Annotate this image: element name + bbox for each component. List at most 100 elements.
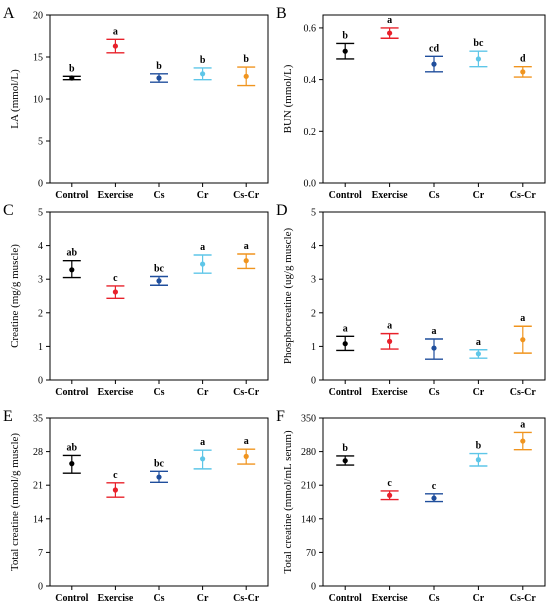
mean-point (200, 261, 206, 267)
x-tick-label: Cs (428, 190, 439, 201)
y-tick-label: 210 (301, 481, 316, 492)
significance-letter: b (200, 55, 206, 66)
mean-point (520, 69, 526, 75)
y-tick-label: 0.0 (304, 179, 317, 190)
x-tick-label: Control (329, 387, 362, 398)
y-tick-label: 1 (38, 342, 43, 353)
y-tick-label: 1 (311, 342, 316, 353)
y-tick-label: 10 (33, 95, 43, 106)
significance-letter: a (432, 326, 437, 337)
x-tick-label: Cr (197, 387, 209, 398)
y-tick-label: 21 (33, 481, 43, 492)
significance-letter: b (342, 30, 348, 41)
mean-point (243, 258, 249, 264)
panel-c: 0 1 2 3 4 5 Control Exercise Cs Cr Cs-Cr Creatine (… (3, 202, 269, 398)
significance-letter: c (387, 478, 392, 489)
panel-letter: E (3, 408, 13, 425)
y-tick-label: 140 (301, 514, 316, 525)
mean-point (475, 351, 481, 357)
significance-letter: b (243, 54, 249, 65)
x-tick-label: Cs (428, 387, 439, 398)
significance-letter: b (69, 63, 75, 74)
panel-letter: F (276, 408, 285, 425)
mean-point (475, 457, 481, 463)
significance-letter: a (520, 419, 525, 430)
x-tick-label: Cs (153, 593, 164, 604)
y-tick-label: 4 (311, 241, 316, 252)
x-tick-label: Cr (473, 387, 485, 398)
significance-letter: a (244, 241, 249, 252)
significance-letter: a (476, 337, 481, 348)
mean-point (156, 75, 162, 81)
mean-point (431, 61, 437, 67)
significance-letter: b (342, 443, 348, 454)
significance-letter: a (200, 242, 205, 253)
y-tick-label: 3 (311, 275, 316, 286)
significance-letter: b (476, 441, 482, 452)
mean-point (69, 461, 75, 467)
mean-point (243, 73, 249, 79)
significance-letter: a (113, 26, 118, 37)
x-tick-label: Exercise (97, 190, 133, 201)
significance-letter: c (113, 470, 118, 481)
y-tick-label: 0.6 (304, 23, 317, 34)
y-tick-label: 0 (311, 376, 316, 387)
y-tick-label: 4 (38, 241, 43, 252)
y-tick-label: 35 (33, 414, 43, 425)
mean-point (520, 438, 526, 444)
x-tick-label: Cs-Cr (510, 593, 537, 604)
x-tick-label: Cs (428, 593, 439, 604)
x-tick-label: Cs-Cr (233, 593, 260, 604)
mean-point (200, 71, 206, 77)
mean-point (431, 345, 437, 351)
panel-a: 0 5 10 15 20 Control Exercise Cs Cr Cs-Cr LA (mmol… (3, 5, 269, 201)
mean-point (520, 337, 526, 343)
x-tick-label: Cs-Cr (510, 190, 537, 201)
x-tick-label: Cs-Cr (510, 387, 537, 398)
mean-point (156, 474, 162, 480)
plot-frame (49, 14, 269, 184)
mean-point (342, 48, 348, 54)
y-tick-label: 2 (38, 308, 43, 319)
mean-point (387, 338, 393, 344)
significance-letter: a (244, 436, 249, 447)
y-tick-label: 0.2 (304, 127, 317, 138)
panel-letter: A (3, 5, 15, 22)
mean-point (387, 492, 393, 498)
x-tick-label: Cr (473, 593, 485, 604)
y-tick-label: 5 (311, 208, 316, 219)
panel-d: 0 1 2 3 4 5 Control Exercise Cs Cr Cs-Cr Phosphocre… (276, 202, 546, 398)
significance-letter: a (387, 321, 392, 332)
y-tick-label: 0 (311, 582, 316, 593)
y-tick-label: 0 (38, 376, 43, 387)
significance-letter: d (520, 54, 526, 65)
x-tick-label: Control (329, 190, 362, 201)
y-axis-label: BUN (mmol/L) (282, 64, 294, 133)
x-tick-label: Exercise (97, 593, 133, 604)
plot-frame (49, 211, 269, 381)
x-tick-label: Cr (197, 190, 209, 201)
y-axis-label: Creatine (mg/g muscle) (9, 244, 21, 348)
y-tick-label: 7 (38, 548, 43, 559)
mean-point (69, 75, 75, 81)
mean-point (112, 289, 118, 295)
panel-letter: D (276, 202, 288, 219)
x-tick-label: Cs-Cr (233, 190, 260, 201)
x-tick-label: Exercise (372, 387, 408, 398)
x-tick-label: Exercise (372, 190, 408, 201)
significance-letter: bc (473, 38, 484, 49)
y-tick-label: 350 (301, 414, 316, 425)
mean-point (342, 458, 348, 464)
y-tick-label: 0 (38, 582, 43, 593)
significance-letter: cd (429, 43, 439, 54)
mean-point (156, 278, 162, 284)
y-axis-label: Total creatine (mmol/mL serum) (282, 430, 294, 574)
mean-point (243, 453, 249, 459)
x-tick-label: Cr (473, 190, 485, 201)
panel-letter: C (3, 202, 14, 219)
x-tick-label: Exercise (372, 593, 408, 604)
panel-f: 0 70 140 210 280 350 Control Exercise Cs Cr Cs-Cr T… (276, 408, 546, 604)
significance-letter: c (432, 481, 437, 492)
significance-letter: ab (67, 248, 78, 259)
y-tick-label: 0 (38, 179, 43, 190)
